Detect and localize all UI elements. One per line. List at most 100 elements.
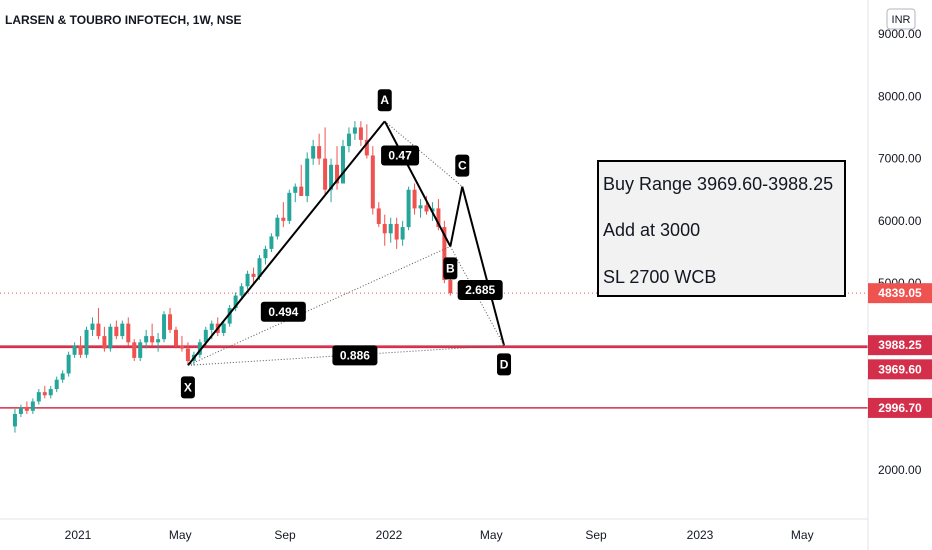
candle: [197, 339, 202, 358]
candle-body: [197, 342, 202, 355]
candle: [335, 146, 340, 190]
pattern-point-x: X: [180, 376, 195, 399]
candle-body: [90, 323, 95, 330]
note-line-buy-range: Buy Range 3969.60-3988.25: [603, 174, 833, 194]
candle-body: [227, 308, 232, 324]
candle-body: [30, 401, 35, 411]
pattern-point-bg: [180, 376, 195, 399]
candle-body: [18, 407, 23, 414]
candle-body: [376, 208, 381, 224]
candle-body: [263, 248, 268, 259]
note-box[interactable]: Buy Range 3969.60-3988.25 Add at 3000 SL…: [597, 160, 846, 297]
candle: [239, 283, 244, 299]
candle-body: [430, 208, 435, 212]
candle: [30, 398, 35, 414]
note-frame: [597, 160, 846, 297]
candle-body: [436, 208, 441, 228]
candle-body: [412, 189, 417, 209]
currency-badge[interactable]: INR: [886, 8, 916, 30]
candle: [370, 146, 375, 215]
pattern-ratio-label: 0.886: [340, 348, 370, 362]
candle-body: [448, 280, 453, 294]
candle: [311, 139, 316, 165]
candle: [54, 376, 59, 393]
harmonic-pattern: X A B C D 0.47 0.494 2.685 0.886: [180, 89, 512, 399]
candle-body: [78, 345, 83, 355]
candle-body: [48, 389, 53, 396]
candle-body: [138, 342, 143, 358]
candle: [233, 292, 238, 312]
price-tick-label: 9000.00: [878, 27, 922, 41]
candle-body: [173, 329, 178, 346]
candle: [185, 342, 190, 365]
candle-body: [275, 217, 280, 237]
candle: [323, 127, 328, 196]
candle-body: [185, 348, 190, 361]
candle-body: [126, 323, 131, 343]
candle-body: [102, 336, 107, 349]
pattern-ratio: 0.886: [332, 345, 378, 366]
level-tag-label: 2996.70: [878, 401, 922, 415]
candle-body: [221, 323, 226, 333]
candle: [132, 339, 137, 361]
candle: [48, 385, 53, 399]
pattern-point-bg: [443, 257, 458, 280]
candle-body: [388, 223, 393, 234]
candle: [376, 202, 381, 228]
candle-body: [317, 146, 322, 159]
candle: [173, 326, 178, 349]
price-tick-label: 7000.00: [878, 152, 922, 166]
candle: [66, 351, 71, 377]
candle: [412, 183, 417, 215]
time-tick-label: May: [169, 528, 192, 542]
candle: [245, 270, 250, 290]
candle-body: [382, 223, 387, 234]
candle: [364, 124, 369, 159]
candle-body: [424, 205, 429, 212]
price-tick-label: 6000.00: [878, 214, 922, 228]
candle: [156, 332, 161, 352]
pattern-point-c: C: [455, 154, 470, 177]
pattern-ratio-label: 0.494: [268, 305, 298, 319]
time-tick-label: May: [791, 528, 814, 542]
candle-body: [442, 227, 447, 281]
time-tick-label: 2021: [65, 528, 92, 542]
candle: [90, 317, 95, 337]
time-axis[interactable]: 2021 May Sep 2022 May Sep 2023 May: [65, 528, 814, 542]
candle: [114, 320, 119, 340]
candle-body: [66, 354, 71, 374]
candle-body: [340, 146, 345, 184]
chart-title: LARSEN & TOUBRO INFOTECH, 1W, NSE: [5, 13, 241, 27]
candle-body: [352, 127, 357, 134]
candle: [418, 199, 423, 218]
last-price-tag-label: 4839.05: [878, 286, 922, 300]
candle-body: [36, 392, 41, 402]
candle: [84, 326, 89, 358]
time-tick-label: Sep: [585, 528, 607, 542]
candle-body: [400, 227, 405, 240]
candle-body: [12, 413, 17, 427]
candle: [293, 183, 298, 203]
candle: [96, 308, 101, 340]
candle: [269, 233, 274, 252]
pattern-ratio-label: 0.47: [388, 148, 412, 162]
candle-body: [144, 336, 149, 343]
candle-body: [120, 323, 125, 337]
pattern-ratio: 2.685: [457, 279, 503, 300]
pattern-point-label: D: [500, 357, 509, 371]
pattern-point-label: C: [458, 159, 467, 173]
candle-body: [305, 158, 310, 196]
level-lines: [0, 345, 868, 409]
level-tag-label: 3969.60: [878, 362, 922, 376]
price-tick-label: 8000.00: [878, 89, 922, 103]
candle: [72, 342, 77, 358]
candle: [299, 164, 304, 196]
pattern-ratio: 0.47: [381, 145, 420, 166]
level-tag-bg: [868, 335, 932, 356]
time-tick-label: May: [480, 528, 503, 542]
candle: [168, 308, 173, 333]
candle-body: [179, 345, 184, 349]
pattern-ratio-bg: [332, 345, 378, 366]
candle: [358, 121, 363, 147]
